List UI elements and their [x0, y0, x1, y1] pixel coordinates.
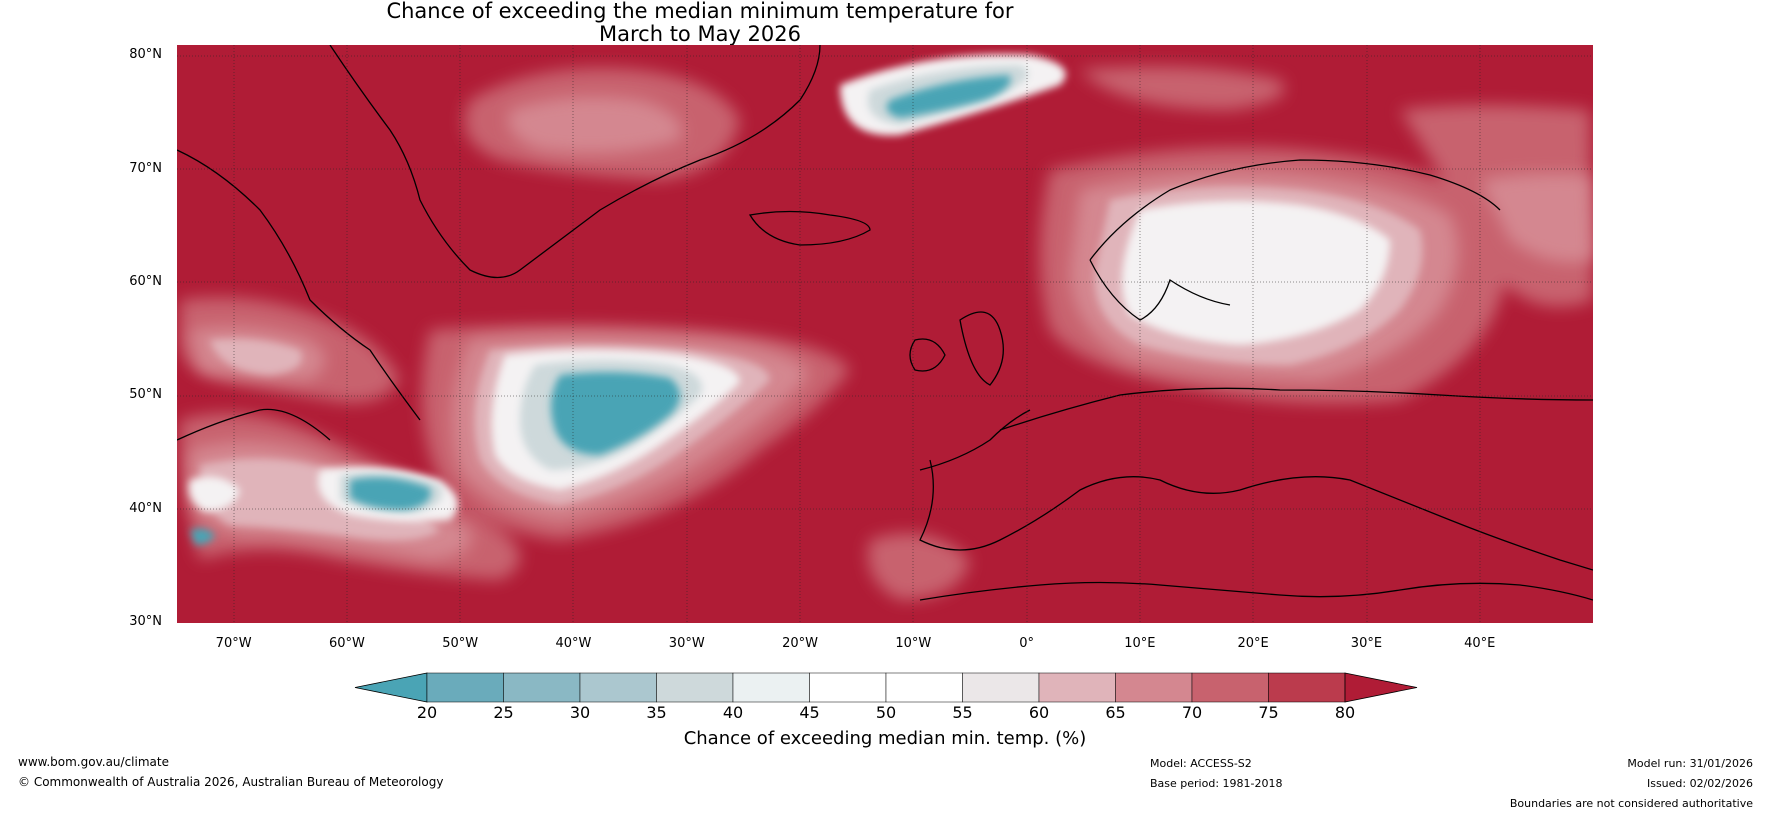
colorbar-tick: 25 [493, 703, 514, 722]
longitude-label: 30°E [1350, 636, 1383, 651]
title-line-2: March to May 2026 [599, 22, 801, 46]
colorbar-extend-low [354, 672, 428, 703]
colorbar-swatch [656, 672, 734, 703]
colorbar-extend-high [1344, 672, 1418, 703]
colorbar-swatch [579, 672, 657, 703]
disclaimer-text: Boundaries are not considered authoritat… [1509, 797, 1753, 810]
colorbar-swatch [809, 672, 887, 703]
model-run-text: Model run: 31/01/2026 [1627, 757, 1753, 770]
colorbar-tick: 35 [646, 703, 667, 722]
title-line-1: Chance of exceeding the median minimum t… [386, 0, 1014, 23]
colorbar-tick: 30 [569, 703, 591, 722]
colorbar-tick: 50 [875, 703, 897, 722]
colorbar-tick: 70 [1181, 703, 1203, 722]
longitude-label: 40°W [555, 636, 592, 651]
colorbar-tick: 55 [952, 703, 973, 722]
colorbar-tick: 60 [1028, 703, 1050, 722]
graticule [177, 45, 1593, 623]
colorbar-swatch [426, 672, 504, 703]
colorbar-swatch [885, 672, 963, 703]
colorbar-swatch [962, 672, 1040, 703]
longitude-label: 40°E [1464, 636, 1496, 651]
colorbar-swatch [503, 672, 581, 703]
colorbar-tick: 75 [1258, 703, 1279, 722]
colorbar-swatch [1115, 672, 1193, 703]
colorbar-swatch [1038, 672, 1116, 703]
longitude-label: 10°W [895, 636, 932, 651]
issued-text: Issued: 02/02/2026 [1646, 777, 1753, 790]
website-link[interactable]: www.bom.gov.au/climate [18, 755, 169, 769]
longitude-label: 20°E [1237, 636, 1269, 651]
copyright-text: © Commonwealth of Australia 2026, Austra… [18, 775, 444, 789]
base-period-text: Base period: 1981-2018 [1150, 777, 1283, 790]
latitude-label: 60°N [129, 274, 162, 289]
colorbar-tick: 40 [722, 703, 744, 722]
latitude-label: 40°N [129, 500, 162, 516]
colorbar-tick: 20 [416, 703, 438, 722]
latitude-label: 80°N [129, 47, 162, 63]
longitude-label: 60°W [328, 636, 365, 651]
model-text: Model: ACCESS-S2 [1150, 757, 1252, 770]
colorbar-tick: 65 [1105, 703, 1126, 722]
longitude-label: 30°W [668, 636, 705, 651]
latitude-label: 50°N [129, 387, 162, 403]
colorbar-tick: 45 [799, 703, 820, 722]
colorbar-swatch [732, 672, 810, 703]
longitude-label: 0° [1019, 636, 1034, 651]
colorbar-swatch [1191, 672, 1269, 703]
colorbar-tick: 80 [1334, 703, 1356, 722]
probability-field [177, 45, 1593, 623]
latitude-label: 70°N [129, 160, 162, 176]
colorbar [354, 672, 1418, 703]
map-title: Chance of exceeding the median minimum t… [0, 0, 1400, 46]
coastlines [177, 45, 1593, 601]
colorbar-swatch [1268, 672, 1346, 703]
longitude-label: 50°W [442, 636, 479, 651]
latitude-label: 30°N [129, 614, 162, 629]
longitude-label: 70°W [215, 636, 252, 651]
longitude-label: 10°E [1124, 636, 1156, 651]
longitude-label: 20°W [782, 636, 818, 651]
colorbar-label: Chance of exceeding median min. temp. (%… [683, 728, 1087, 749]
